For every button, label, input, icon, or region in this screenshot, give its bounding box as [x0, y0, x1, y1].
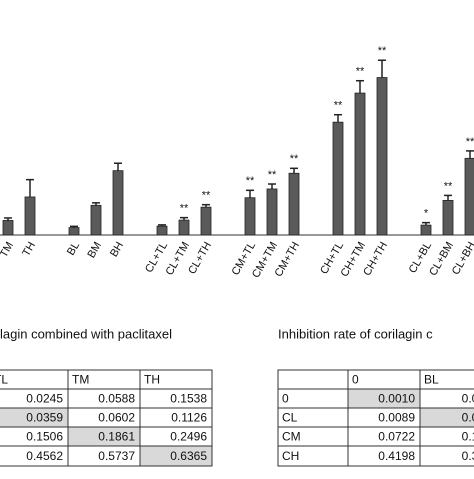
table-cell: [419, 445, 474, 467]
table-header: 0: [352, 373, 359, 387]
error-bar: [246, 189, 254, 198]
table-cell-text: 0.30: [462, 449, 474, 463]
significance-label: **: [268, 169, 277, 181]
bar: [442, 199, 454, 236]
table-cell-text: 0.1126: [171, 411, 207, 425]
significance-label: **: [202, 190, 211, 202]
table-cell-text: CL: [282, 411, 298, 425]
table-cell-text: 0.5737: [98, 449, 135, 463]
bar: [68, 227, 80, 236]
table-cell-text: 0.1861: [98, 430, 135, 444]
table-header: BL: [424, 373, 439, 387]
significance-label: **: [180, 203, 189, 215]
bar: [420, 224, 432, 236]
table-cell-text: 0.4198: [378, 449, 415, 463]
bar: [2, 220, 14, 236]
bar: [376, 77, 388, 236]
bar: [112, 170, 124, 236]
table-cell-text: 0.1506: [26, 430, 63, 444]
bar: [24, 196, 36, 236]
significance-label: **: [356, 66, 365, 78]
bar: [266, 188, 278, 236]
cell-shade: [348, 389, 420, 408]
table-cell-text: 0.14: [462, 430, 474, 444]
error-bar: [422, 221, 430, 226]
error-bar: [290, 167, 298, 174]
table-cell-text: 0.6365: [170, 449, 207, 463]
bar: [200, 206, 212, 236]
table-cell: [0, 369, 69, 390]
table-cell-text: 0.0722: [378, 430, 415, 444]
bar: [288, 172, 300, 236]
table-header: TH: [144, 373, 160, 387]
table-cell-text: 0.0089: [378, 411, 415, 425]
error-bar: [158, 224, 166, 227]
significance-label: **: [444, 180, 453, 192]
table-cell-text: 0.0359: [26, 411, 63, 425]
bar: [156, 225, 168, 236]
bar: [178, 219, 190, 236]
error-bar: [114, 162, 122, 171]
significance-label: **: [290, 153, 299, 165]
error-bar: [466, 150, 474, 159]
significance-label: **: [246, 175, 255, 187]
table-cell-text: 0.4562: [26, 449, 63, 463]
table-cell: [347, 369, 421, 390]
table-cell-text: 0.2496: [170, 430, 207, 444]
table-cell-text: 0.03: [462, 392, 474, 406]
table-cell-text: 0.0588: [98, 392, 135, 406]
x-tick-label: TM: [0, 240, 16, 260]
table-cell-text: CM: [282, 430, 301, 444]
error-bar: [334, 113, 342, 123]
table-cell-text: 0: [282, 392, 289, 406]
error-bar: [202, 203, 210, 208]
x-tick-label: TH: [20, 240, 38, 259]
error-bar: [26, 178, 34, 197]
error-bar: [356, 79, 364, 94]
error-bar: [180, 216, 188, 221]
error-bar: [378, 59, 386, 78]
table-cell-text: 0.0010: [378, 392, 415, 406]
bar: [90, 204, 102, 236]
table-cell-text: 0.0245: [26, 392, 63, 406]
error-bar: [444, 194, 452, 201]
significance-label: *: [424, 208, 429, 220]
significance-label: **: [378, 45, 387, 57]
table-cell-text: 0.1538: [170, 392, 207, 406]
table-header: TL: [0, 373, 8, 387]
table-title: lagin combined with paclitaxel: [0, 326, 172, 341]
table-cell: [139, 445, 213, 467]
error-bar: [92, 202, 100, 206]
table-cell-text: CH: [282, 449, 299, 463]
table-title: Inhibition rate of corilagin c: [278, 326, 433, 341]
cell-shade: [420, 408, 474, 427]
bar: [244, 197, 256, 236]
x-tick-label: BM: [85, 240, 104, 260]
cell-shade: [140, 446, 212, 466]
bar: [354, 92, 366, 236]
error-bar: [4, 217, 12, 221]
x-tick-label: BL: [65, 240, 82, 258]
error-bar: [70, 225, 78, 228]
cell-shade: [0, 408, 68, 427]
bar: [464, 157, 474, 236]
table-header: TM: [72, 373, 89, 387]
significance-label: **: [466, 136, 474, 148]
table-cell-text: 0.0602: [98, 411, 135, 425]
cell-shade: [68, 427, 140, 446]
x-tick-label: BH: [108, 240, 126, 259]
error-bar: [268, 183, 276, 189]
table-cell-text: 0.03: [462, 411, 474, 425]
table-cell: [277, 369, 349, 390]
significance-label: **: [334, 100, 343, 112]
bar: [332, 121, 344, 236]
